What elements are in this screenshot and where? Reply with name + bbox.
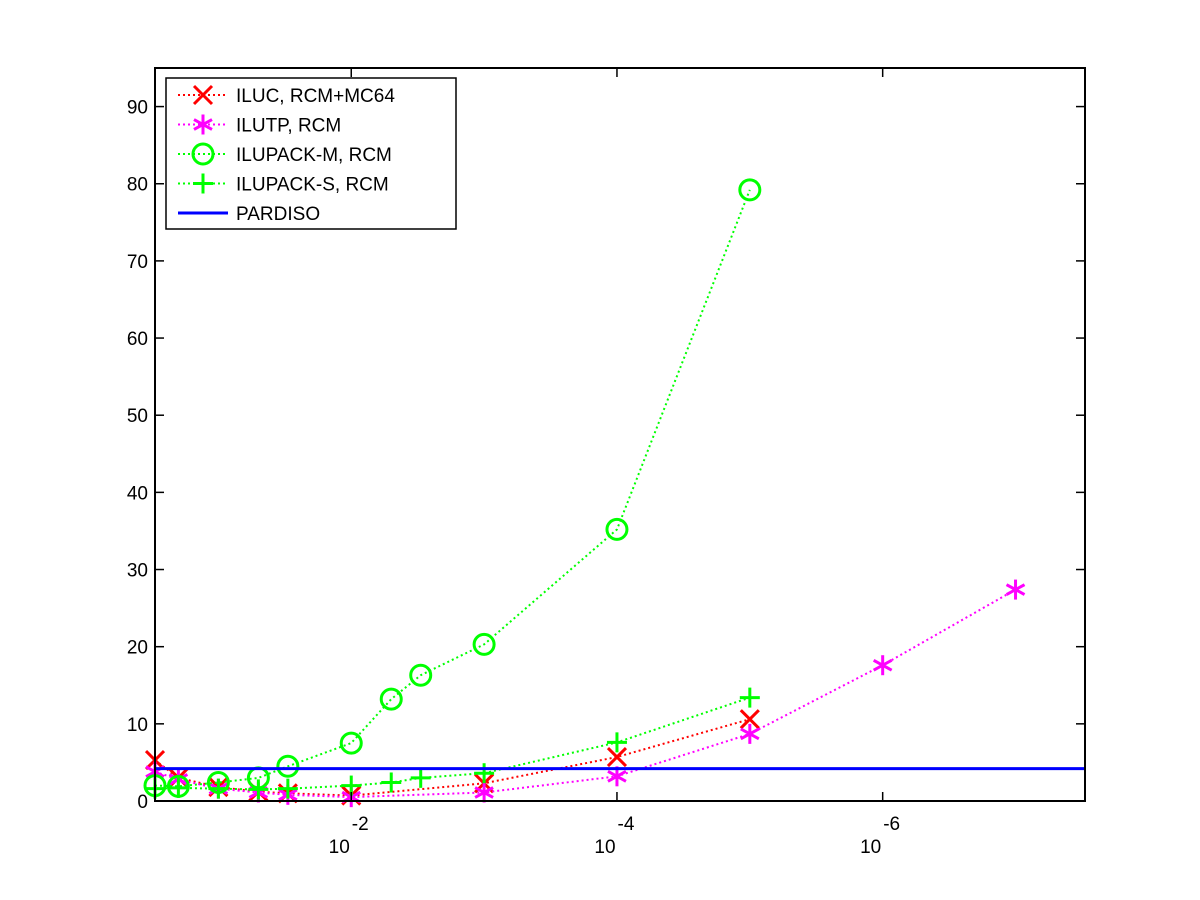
data-point-ilupack-m-rcm-5 — [339, 731, 363, 755]
y-tick-label-0: 0 — [137, 792, 148, 813]
data-point-ilupack-s-rcm-7 — [410, 767, 431, 788]
legend-label-ilutp-rcm: ILUTP, RCM — [236, 116, 341, 137]
data-point-ilupack-m-rcm-6 — [379, 687, 403, 711]
x-tick-exponent-1: -4 — [618, 814, 635, 835]
data-point-ilupack-s-rcm-4 — [277, 778, 298, 799]
legend-label-ilupack-m-rcm: ILUPACK-M, RCM — [236, 145, 392, 166]
data-point-ilutp-rcm-6 — [474, 782, 494, 803]
data-point-iluc-rcm-mc64-8 — [739, 709, 760, 730]
x-tick-base-2: 10 — [860, 837, 881, 858]
axes-frame — [154, 67, 1086, 802]
legend-label-ilupack-s-rcm: ILUPACK-S, RCM — [236, 175, 389, 196]
legend-entry-ilupack-s-rcm: ILUPACK-S, RCM — [178, 173, 389, 196]
legend-marker-ilupack-m-rcm — [191, 142, 215, 166]
data-point-ilupack-s-rcm-6 — [381, 772, 402, 793]
y-tick-label-90: 90 — [127, 98, 148, 119]
x-tick-exponent-0: -2 — [352, 814, 369, 835]
y-tick-label-10: 10 — [127, 715, 148, 736]
legend-marker-ilutp-rcm — [193, 114, 213, 135]
x-tick-base-0: 10 — [329, 837, 350, 858]
series-line-ilupack-m-rcm — [154, 189, 751, 788]
y-tick-label-30: 30 — [127, 561, 148, 582]
data-point-ilutp-rcm-10 — [1005, 579, 1026, 600]
legend-marker-iluc-rcm-mc64 — [192, 84, 214, 106]
data-point-ilupack-s-rcm-3 — [248, 779, 269, 800]
y-tick-label-70: 70 — [127, 252, 148, 273]
data-point-ilupack-s-rcm-2 — [208, 778, 229, 799]
y-tick-label-40: 40 — [127, 483, 148, 504]
data-point-ilupack-m-rcm-4 — [276, 754, 300, 778]
x-tick-exponent-2: -6 — [883, 814, 900, 835]
y-tick-label-20: 20 — [127, 638, 148, 659]
y-tick-label-60: 60 — [127, 329, 148, 350]
data-point-ilutp-rcm-9 — [872, 655, 893, 676]
y-tick-label-80: 80 — [127, 175, 148, 196]
data-point-ilupack-m-rcm-8 — [472, 632, 496, 656]
legend: ILUC, RCM+MC64 ILUTP, RCM ILUPACK-M, RCM IL… — [165, 77, 457, 230]
legend-entry-ilupack-m-rcm: ILUPACK-M, RCM — [178, 142, 392, 166]
legend-entry-iluc-rcm-mc64: ILUC, RCM+MC64 — [178, 84, 395, 107]
data-point-ilupack-m-rcm-7 — [409, 663, 433, 687]
series-ilupack-s-rcm — [145, 687, 760, 800]
data-point-ilupack-s-rcm-9 — [606, 732, 627, 753]
data-point-ilupack-s-rcm-10 — [739, 687, 760, 708]
data-point-iluc-rcm-mc64-7 — [606, 746, 628, 768]
legend-label-iluc-rcm-mc64: ILUC, RCM+MC64 — [236, 86, 395, 107]
legend-entry-pardiso: PARDISO — [178, 204, 320, 225]
legend-marker-ilupack-s-rcm — [193, 173, 213, 194]
x-tick-base-1: 10 — [594, 837, 615, 858]
data-point-ilupack-s-rcm-1 — [168, 777, 189, 798]
data-point-ilupack-m-rcm-9 — [605, 517, 629, 541]
legend-entry-ilutp-rcm: ILUTP, RCM — [178, 114, 341, 137]
data-point-ilutp-rcm-8 — [740, 723, 760, 744]
data-point-ilupack-s-rcm-8 — [474, 763, 495, 784]
y-tick-label-50: 50 — [127, 406, 148, 427]
data-point-ilupack-m-rcm-10 — [738, 178, 762, 202]
legend-label-pardiso: PARDISO — [236, 204, 320, 225]
